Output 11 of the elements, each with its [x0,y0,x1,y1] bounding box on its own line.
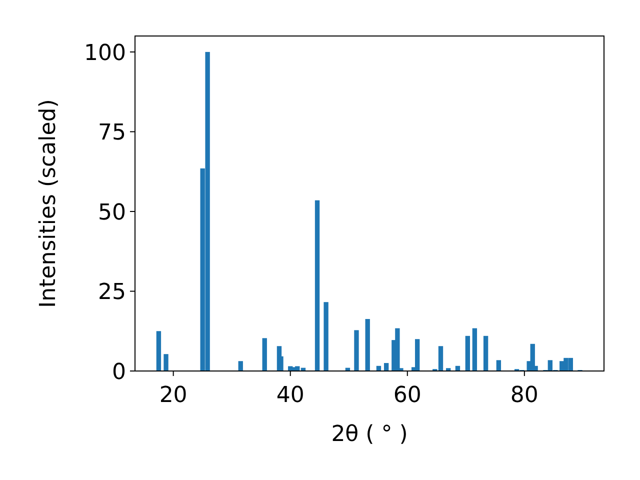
y-tick-label: 0 [112,360,126,385]
x-tick-label: 60 [393,383,422,408]
x-axis-title: 2θ ( ° ) [331,422,408,447]
x-tick-label: 40 [276,383,304,408]
x-tick-label: 20 [159,383,188,408]
y-tick-label: 50 [98,200,126,226]
y-axis-title: Intensities (scaled) [36,99,61,308]
y-tick-label: 100 [84,40,126,66]
y-tick-label: 25 [98,280,126,306]
y-tick-label: 75 [98,120,126,146]
x-tick-label: 80 [510,383,538,408]
